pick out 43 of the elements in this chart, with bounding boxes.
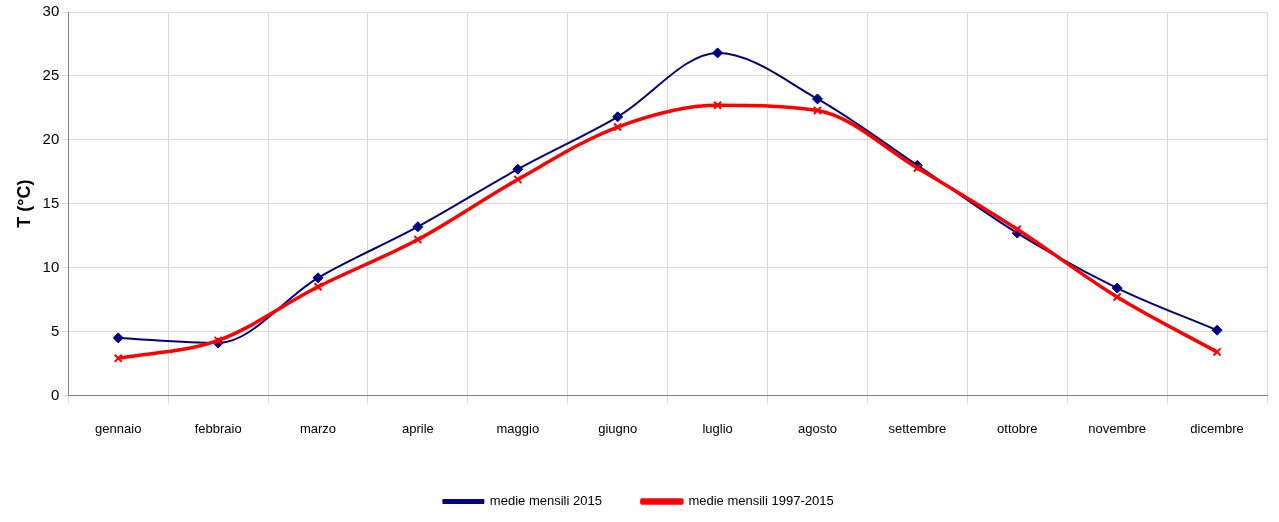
point [812, 105, 823, 115]
point [1012, 224, 1022, 234]
point [513, 174, 523, 184]
point [413, 234, 423, 245]
y-tick-label: 25 [42, 66, 60, 84]
x-tick-label: ottobre [997, 420, 1038, 436]
point [1111, 282, 1123, 294]
y-axis-title: T (°C) [13, 179, 34, 228]
point [412, 221, 424, 233]
point [512, 163, 524, 175]
point [612, 111, 624, 123]
x-tick-label: marzo [299, 420, 337, 436]
y-tick-label: 5 [50, 321, 60, 339]
y-tick-label: 0 [50, 385, 60, 403]
y-tick-label: 10 [42, 257, 60, 275]
point [113, 353, 123, 363]
point [712, 47, 724, 59]
y-tick-label: 30 [42, 2, 60, 20]
legend-label: medie mensili 1997-2015 [688, 493, 834, 509]
point [1211, 324, 1223, 336]
point [912, 163, 922, 173]
x-tick-label: dicembre [1190, 420, 1244, 436]
point [713, 100, 723, 110]
point [1212, 347, 1222, 357]
x-tick-label: gennaio [95, 420, 142, 436]
x-tick-label: agosto [797, 420, 838, 436]
point [213, 335, 223, 345]
point [312, 272, 324, 284]
x-tick-label: maggio [496, 420, 540, 436]
y-tick-label: 20 [42, 129, 60, 147]
x-tick-label: giugno [598, 420, 638, 436]
x-tick-label: luglio [702, 420, 733, 436]
point [613, 122, 623, 132]
point [811, 93, 823, 105]
legend-label: medie mensili 2015 [489, 493, 602, 509]
y-tick-label: 15 [42, 193, 60, 211]
point [313, 282, 323, 292]
x-tick-label: aprile [402, 420, 434, 436]
x-tick-label: febbraio [194, 420, 242, 436]
x-tick-label: settembre [888, 420, 947, 436]
point [1112, 292, 1122, 302]
x-tick-label: novembre [1088, 420, 1147, 436]
point [112, 332, 124, 344]
